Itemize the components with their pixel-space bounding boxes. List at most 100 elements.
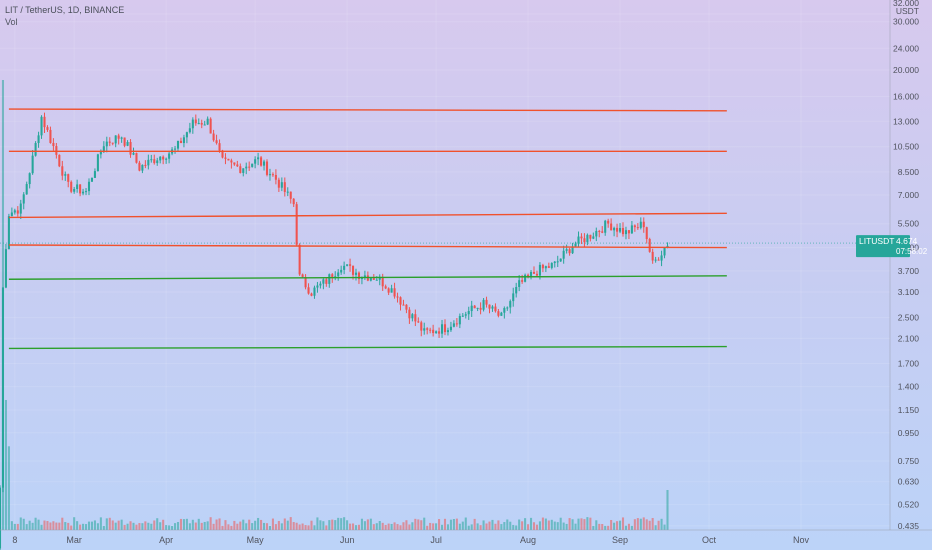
volume-bar [4, 400, 7, 530]
volume-bar [233, 520, 236, 530]
candle-body [423, 328, 426, 331]
candle-body [580, 236, 583, 239]
price-tick-label: 0.520 [898, 500, 920, 510]
volume-bar [191, 519, 194, 530]
candle-body [242, 168, 245, 173]
volume-bar [553, 521, 556, 530]
price-tick-label: 8.500 [898, 167, 920, 177]
volume-bar [295, 522, 298, 530]
volume-bar [153, 520, 156, 530]
candle-body [43, 116, 46, 128]
candle-body [553, 261, 556, 264]
volume-bar [268, 525, 272, 530]
candle-body [1, 287, 5, 488]
last-price-tag[interactable]: LITUSDT 4.674 07:58:02 [856, 235, 928, 258]
volume-bar [601, 524, 604, 530]
candle-body [464, 314, 467, 316]
candle-body [313, 287, 316, 296]
volume-bar [221, 525, 224, 530]
volume-bar [440, 524, 444, 530]
volume-bar [598, 523, 601, 530]
time-tick-label: Sep [612, 535, 628, 545]
volume-bar [630, 525, 633, 530]
volume-bar [55, 522, 58, 530]
volume-bar [120, 519, 123, 530]
volume-bar [260, 519, 263, 530]
volume-bar [387, 523, 390, 530]
candle-body [387, 288, 390, 293]
volume-bar [443, 518, 447, 530]
time-tick-label: Aug [520, 535, 536, 545]
candle-body [470, 305, 473, 312]
candle-body [651, 251, 654, 261]
grid [0, 242, 890, 244]
volume-bar [660, 518, 663, 530]
time-tick-label: Nov [793, 535, 810, 545]
resistance-line-2[interactable] [8, 212, 727, 219]
price-tag-price: 4.674 [896, 236, 918, 246]
volume-bar [595, 520, 598, 530]
candle-body [233, 162, 236, 165]
volume-bar [165, 525, 168, 530]
volume-bar [506, 519, 509, 530]
volume-bar [310, 520, 313, 530]
candle-body [405, 304, 408, 310]
candle-body [351, 265, 355, 275]
candle-body [4, 249, 7, 288]
volume-bar [515, 525, 518, 530]
volume-bar [156, 518, 159, 530]
candle-body [52, 142, 55, 147]
volume-bar [503, 522, 506, 530]
candle-body [461, 315, 464, 317]
volume-bar [319, 520, 322, 530]
volume-bar [340, 518, 343, 530]
candle-body [108, 141, 111, 143]
volume-bar [108, 517, 111, 530]
volume-bar [666, 490, 669, 530]
volume-bar [521, 521, 524, 530]
volume-bar [132, 522, 135, 530]
candle-body [568, 249, 571, 254]
time-tick-label: Jun [340, 535, 355, 545]
candle-body [381, 276, 384, 287]
candle-body [260, 157, 263, 166]
candle-body [369, 277, 372, 281]
candle-body [271, 174, 274, 176]
symbol-title: LIT / TetherUS, 1D, BINANCE [5, 5, 125, 15]
volume-bars [0, 80, 669, 530]
volume-bar [621, 517, 625, 530]
candle-body [254, 159, 257, 164]
candle-body [372, 277, 375, 280]
volume-bar [610, 519, 613, 530]
volume-bar [535, 524, 539, 530]
candle-body [515, 287, 518, 294]
candle-body [618, 228, 622, 232]
candle-body [277, 179, 280, 188]
candle-body [610, 223, 613, 231]
volume-bar [435, 523, 438, 530]
volume-bar [251, 523, 254, 530]
candle-body [248, 166, 251, 168]
volume-bar [396, 524, 399, 530]
volume-bar [7, 446, 10, 530]
support-line-5[interactable] [8, 345, 727, 350]
resistance-line-0[interactable] [8, 108, 727, 112]
candle-body [301, 274, 304, 277]
candle-body [438, 331, 441, 334]
volume-bar [313, 525, 316, 530]
candle-body [16, 210, 19, 214]
volume-bar [22, 518, 25, 530]
candle-body [22, 194, 25, 204]
volume-bar [378, 521, 381, 530]
support-line-4[interactable] [8, 275, 727, 280]
candle-body [497, 311, 500, 316]
volume-bar [96, 523, 99, 530]
resistance-line-3[interactable] [8, 244, 727, 249]
volume-bar [173, 523, 177, 530]
candle-body [529, 271, 533, 277]
time-tick-label: Oct [702, 535, 717, 545]
candle-body [84, 191, 88, 193]
candle-body [527, 274, 530, 277]
candle-body [518, 280, 521, 288]
